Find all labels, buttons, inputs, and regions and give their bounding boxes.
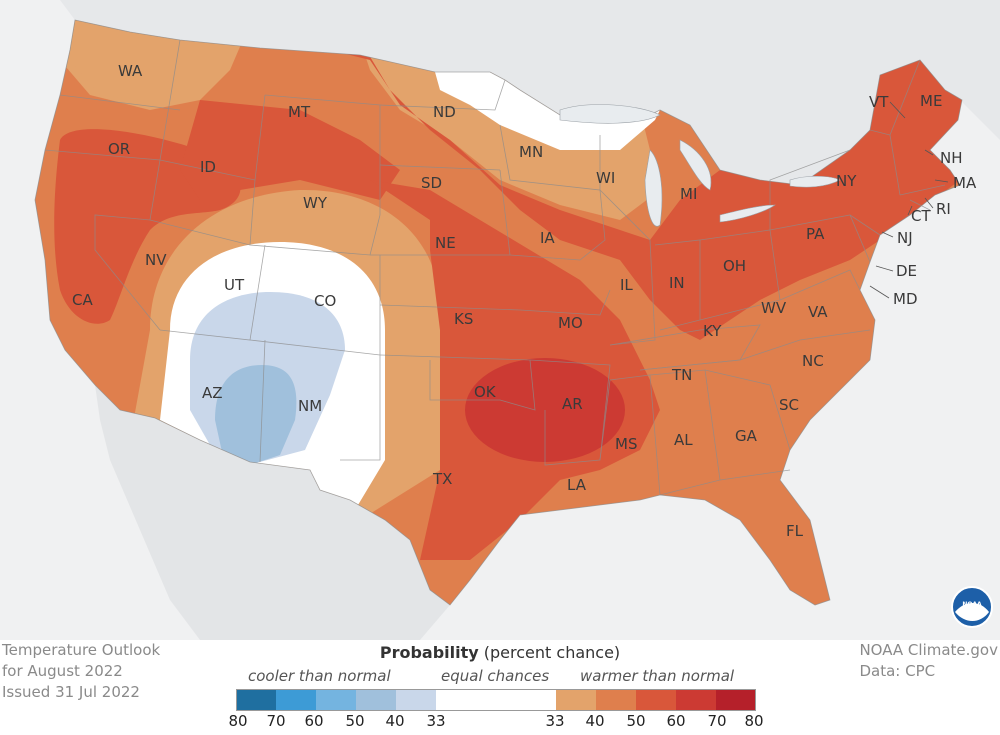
outlook-map: WA OR CA ID NV MT WY UT CO AZ NM ND SD N… (0, 0, 1000, 640)
legend-title-bold: Probability (379, 643, 479, 662)
source-credit: NOAA Climate.gov Data: CPC (859, 640, 998, 682)
state-label-pa: PA (806, 225, 825, 243)
state-label-ia: IA (540, 229, 555, 247)
state-label-nm: NM (298, 397, 322, 415)
source-line-1: NOAA Climate.gov (859, 641, 998, 659)
legend-equal-label: equal chances (441, 667, 550, 685)
mexico-land (95, 385, 450, 640)
caption-line-2: for August 2022 (2, 662, 123, 680)
legend-swatch-cooler-4 (356, 689, 396, 711)
legend-title-rest: (percent chance) (483, 643, 621, 662)
legend-swatch-cooler-3 (316, 689, 356, 711)
state-label-ne: NE (435, 234, 456, 252)
state-label-co: CO (314, 292, 336, 310)
legend-tick: 50 (345, 712, 365, 730)
source-line-2: Data: CPC (859, 662, 936, 680)
canada-land (0, 0, 1000, 185)
legend-warmer-label: warmer than normal (580, 667, 735, 685)
state-label-de: DE (896, 262, 917, 280)
state-label-ma: MA (953, 174, 977, 192)
state-label-sc: SC (779, 396, 799, 414)
state-label-ct: CT (911, 207, 931, 225)
state-label-vt: VT (869, 93, 889, 111)
state-label-fl: FL (786, 522, 804, 540)
state-label-id: ID (200, 158, 216, 176)
legend-tick: 40 (385, 712, 405, 730)
legend-swatch-warmer-1 (556, 689, 596, 711)
state-label-wi: WI (596, 169, 615, 187)
legend-tick: 33 (545, 712, 565, 730)
state-label-ar: AR (562, 395, 583, 413)
state-label-nh: NH (940, 149, 963, 167)
legend-swatch-warmer-4 (676, 689, 716, 711)
legend-tick: 33 (426, 712, 446, 730)
legend-swatch-cooler-1 (236, 689, 276, 711)
legend-cooler-label: cooler than normal (248, 667, 391, 685)
legend-tick: 70 (266, 712, 286, 730)
state-label-ut: UT (224, 276, 245, 294)
state-label-sd: SD (421, 174, 442, 192)
label-leader-lines (869, 101, 949, 299)
outlook-caption: Temperature Outlook for August 2022 Issu… (2, 640, 160, 703)
legend-swatch-cooler-5 (396, 689, 436, 711)
legend-tick: 40 (585, 712, 605, 730)
legend-tick: 50 (626, 712, 646, 730)
state-label-az: AZ (202, 384, 223, 402)
legend-title: Probability (percent chance) (200, 643, 800, 662)
great-lakes (559, 104, 841, 227)
legend-swatch-warmer-3 (636, 689, 676, 711)
state-label-mo: MO (558, 314, 583, 332)
caption-line-1: Temperature Outlook (2, 641, 161, 659)
legend-tick: 80 (228, 712, 248, 730)
state-label-ks: KS (454, 310, 473, 328)
state-label-mi: MI (680, 185, 697, 203)
legend-swatch-warmer-2 (596, 689, 636, 711)
legend-tick: 60 (666, 712, 686, 730)
state-label-or: OR (108, 140, 130, 158)
state-label-tx: TX (432, 470, 452, 488)
state-label-nv: NV (145, 251, 167, 269)
state-labels: WA OR CA ID NV MT WY UT CO AZ NM ND SD N… (72, 62, 977, 540)
caption-line-3: Issued 31 Jul 2022 (2, 683, 140, 701)
state-label-ok: OK (474, 383, 497, 401)
state-label-ga: GA (735, 427, 758, 445)
state-label-oh: OH (723, 257, 746, 275)
state-label-me: ME (920, 92, 942, 110)
state-label-va: VA (808, 303, 828, 321)
state-label-nd: ND (433, 103, 456, 121)
state-label-nj: NJ (897, 229, 913, 247)
legend-swatch-equal (436, 689, 556, 711)
state-boundaries (34, 19, 963, 606)
legend-tick: 70 (707, 712, 727, 730)
noaa-logo-text: NOAA (962, 601, 982, 608)
state-label-ms: MS (615, 435, 637, 453)
state-label-ny: NY (836, 172, 857, 190)
state-label-ca: CA (72, 291, 93, 309)
state-label-il: IL (620, 276, 633, 294)
state-label-wy: WY (303, 194, 328, 212)
state-label-tn: TN (671, 366, 692, 384)
noaa-logo: NOAA (951, 586, 993, 628)
legend-tick: 80 (744, 712, 764, 730)
state-label-ri: RI (936, 200, 951, 218)
state-label-la: LA (567, 476, 587, 494)
legend-swatch-cooler-2 (276, 689, 316, 711)
legend-color-bar (236, 689, 756, 711)
state-label-wa: WA (118, 62, 143, 80)
state-label-nc: NC (802, 352, 824, 370)
state-label-in: IN (669, 274, 685, 292)
state-label-wv: WV (761, 299, 787, 317)
state-label-al: AL (674, 431, 693, 449)
legend-swatch-warmer-5 (716, 689, 756, 711)
state-label-mn: MN (519, 143, 543, 161)
legend-tick: 60 (304, 712, 324, 730)
state-label-mt: MT (288, 103, 311, 121)
state-label-ky: KY (703, 322, 722, 340)
legend-frame (236, 689, 756, 711)
state-label-md: MD (893, 290, 918, 308)
